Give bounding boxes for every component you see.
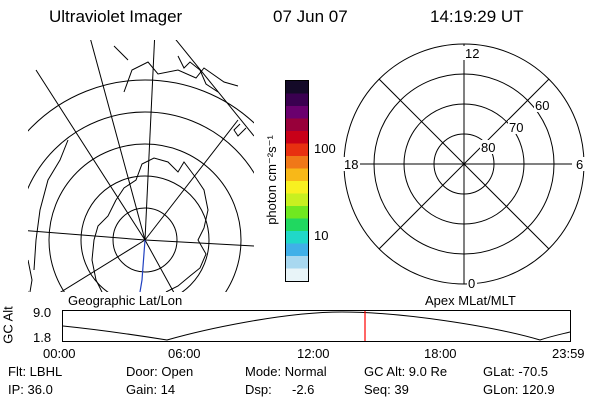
mlt-label-18: 18	[344, 157, 358, 172]
geographic-map	[28, 40, 254, 292]
mlat-label-80: 80	[481, 140, 495, 155]
mlat-label-60: 60	[535, 98, 549, 113]
info-mode: Mode: Normal	[245, 364, 327, 379]
info-gc-alt: GC Alt: 9.0 Re	[364, 364, 448, 379]
geographic-caption: Geographic Lat/Lon	[68, 293, 183, 308]
colorbar-tick-10: 10	[314, 228, 329, 243]
coastlines	[28, 45, 247, 292]
altitude-xtick-1200: 12:00	[297, 346, 330, 361]
colorbar-tick-100: 100	[314, 141, 336, 156]
altitude-plot	[62, 310, 571, 342]
info-dsp-label: Dsp:	[245, 382, 272, 397]
info-ip: IP: 36.0	[8, 382, 53, 397]
altitude-xtick-1800: 18:00	[424, 346, 457, 361]
info-seq: Seq: 39	[364, 382, 409, 397]
altitude-ylabel: GC Alt	[0, 306, 16, 344]
time-label: 14:19:29 UT	[430, 7, 524, 26]
satellite-track	[139, 239, 146, 292]
longitude-lines	[28, 40, 254, 292]
altitude-xtick-2359: 23:59	[552, 346, 585, 361]
magnetic-caption: Apex MLat/MLT	[425, 293, 516, 308]
magnetic-map: 12 18 6 0 60 70 80	[342, 43, 586, 291]
altitude-xtick-0600: 06:00	[168, 346, 201, 361]
date-label: 07 Jun 07	[273, 7, 348, 26]
info-door: Door: Open	[126, 364, 194, 379]
mlt-label-6: 6	[576, 157, 583, 172]
info-filter: Flt: LBHL	[8, 364, 63, 379]
info-gain: Gain: 14	[126, 382, 176, 397]
mlt-label-12: 12	[465, 46, 479, 61]
altitude-curve	[62, 311, 571, 341]
altitude-ytick-9: 9.0	[33, 305, 52, 320]
info-dsp-value: -2.6	[292, 382, 315, 397]
mlt-label-0: 0	[468, 276, 475, 291]
altitude-xtick-0000: 00:00	[43, 346, 76, 361]
latitude-circles	[28, 79, 254, 292]
instrument-title: Ultraviolet Imager	[49, 7, 183, 26]
color-bar	[285, 80, 309, 282]
info-glon: GLon: 120.9	[483, 382, 555, 397]
info-glat: GLat: -70.5	[483, 364, 549, 379]
mlat-label-70: 70	[509, 120, 523, 135]
colorbar-unit-label: photon cm⁻²s⁻¹	[264, 135, 279, 225]
altitude-ytick-1.8: 1.8	[33, 330, 52, 345]
